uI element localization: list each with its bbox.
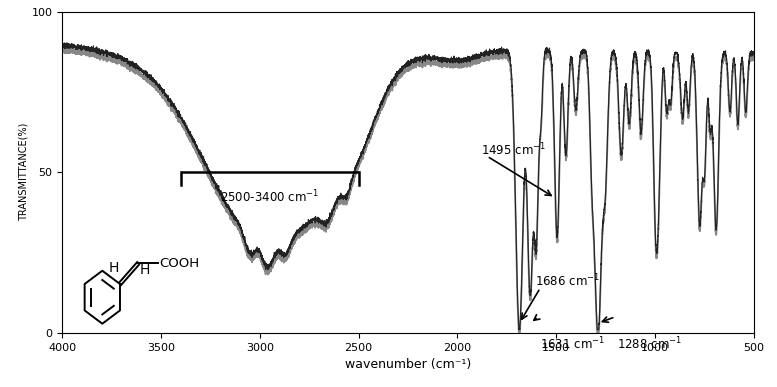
Text: 1631 cm$^{-1}$: 1631 cm$^{-1}$: [540, 336, 605, 353]
Text: H: H: [109, 261, 120, 275]
Text: COOH: COOH: [159, 257, 199, 270]
Text: H: H: [140, 263, 150, 277]
Text: 1495 cm$^{-1}$: 1495 cm$^{-1}$: [481, 141, 546, 158]
Text: 2500-3400 cm$^{-1}$: 2500-3400 cm$^{-1}$: [220, 188, 319, 205]
Text: 1686 cm$^{-1}$: 1686 cm$^{-1}$: [535, 273, 601, 290]
Y-axis label: TRANSMITTANCE(%): TRANSMITTANCE(%): [19, 123, 29, 221]
Text: 1288 cm$^{-1}$: 1288 cm$^{-1}$: [618, 336, 682, 353]
X-axis label: wavenumber (cm⁻¹): wavenumber (cm⁻¹): [345, 358, 471, 371]
